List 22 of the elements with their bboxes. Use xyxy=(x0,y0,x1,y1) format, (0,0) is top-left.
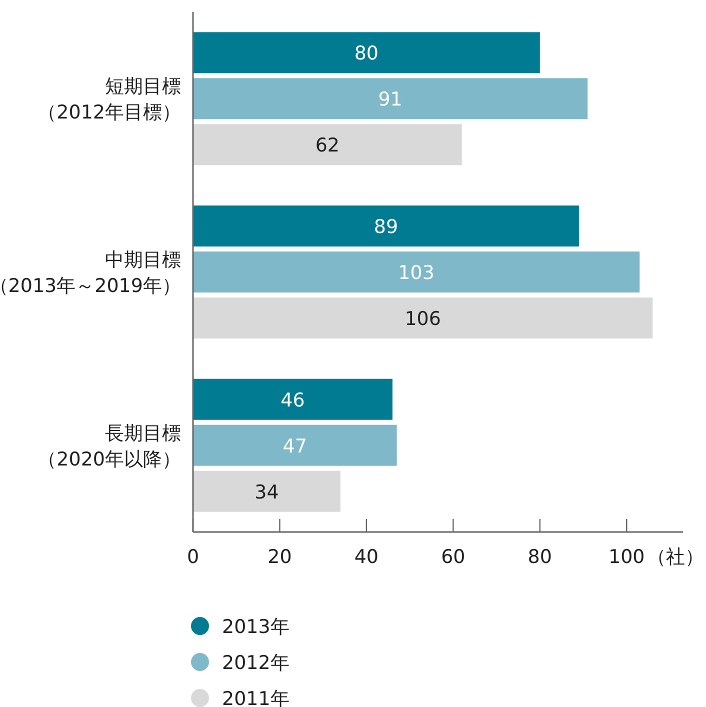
data-label: 106 xyxy=(404,308,441,330)
y-tick-label: 長期目標（2020年以降） xyxy=(38,422,181,470)
data-label: 89 xyxy=(374,216,398,238)
data-label: 91 xyxy=(378,88,402,111)
data-label: 80 xyxy=(354,42,379,65)
data-label: 46 xyxy=(280,389,305,412)
data-label: 103 xyxy=(398,262,434,284)
legend-label: 2012年 xyxy=(222,652,290,674)
legend-label: 2011年 xyxy=(222,688,290,707)
y-tick-label: 中期目標（2013年～2019年） xyxy=(0,249,181,297)
data-label: 47 xyxy=(282,435,307,458)
data-label: 62 xyxy=(315,134,340,157)
x-tick-label: 80 xyxy=(528,546,552,568)
x-tick-label: 40 xyxy=(354,546,379,568)
y-tick-label: 短期目標（2012年目標） xyxy=(38,76,181,124)
x-tick-label: 60 xyxy=(441,546,466,568)
x-tick-label: 20 xyxy=(268,546,292,568)
x-tick-label: 100 xyxy=(608,546,645,568)
x-tick-label: 0 xyxy=(186,546,200,568)
legend-label: 2013年 xyxy=(222,616,290,638)
x-axis-title: （社） xyxy=(646,546,704,568)
data-label: 34 xyxy=(254,481,279,504)
